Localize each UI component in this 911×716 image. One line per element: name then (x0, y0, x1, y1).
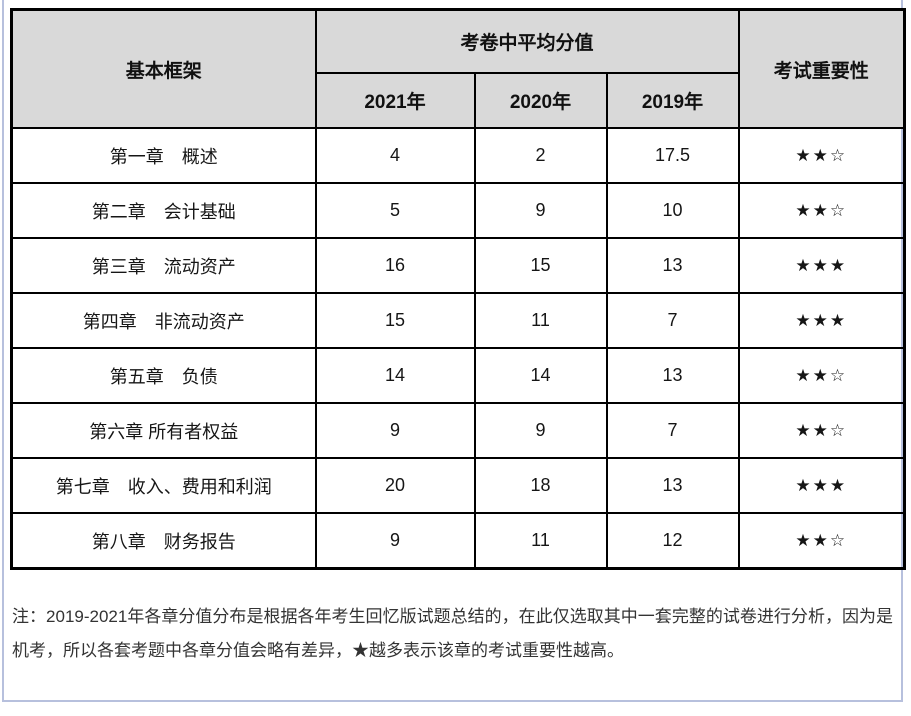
score-2019-cell: 7 (605, 402, 740, 459)
chapter-cell: 第二章 会计基础 (10, 182, 317, 239)
importance-cell: ★★☆ (737, 512, 906, 570)
table-row: 第八章 财务报告 9 11 12 ★★☆ (10, 512, 906, 570)
chapter-cell: 第一章 概述 (10, 127, 317, 184)
score-2019-cell: 7 (605, 292, 740, 349)
chapter-cell: 第七章 收入、费用和利润 (10, 457, 317, 514)
importance-cell: ★★★ (737, 292, 906, 349)
table-row: 第三章 流动资产 16 15 13 ★★★ (10, 237, 906, 294)
importance-cell: ★★★ (737, 237, 906, 294)
score-2020-cell: 15 (473, 237, 608, 294)
header-row-years: 2021年 2020年 2019年 (12, 72, 905, 129)
header-year-2019: 2019年 (605, 72, 740, 129)
score-2020-cell: 2 (473, 127, 608, 184)
importance-cell: ★★☆ (737, 182, 906, 239)
score-2021-cell: 16 (314, 237, 476, 294)
score-2021-cell: 20 (314, 457, 476, 514)
chapter-cell: 第三章 流动资产 (10, 237, 317, 294)
score-2020-cell: 9 (473, 402, 608, 459)
score-2019-cell: 17.5 (605, 127, 740, 184)
chapter-score-table: 基本框架 考卷中平均分值 考试重要性 2021年 2020年 2019年 第一章… (10, 8, 907, 570)
header-year-2020: 2020年 (473, 72, 608, 129)
header-importance: 考试重要性 (737, 8, 906, 129)
header-row-top: 基本框架 考卷中平均分值 考试重要性 (10, 8, 906, 129)
importance-cell: ★★★ (737, 457, 906, 514)
header-avg-score: 考卷中平均分值 (314, 8, 740, 74)
chapter-cell: 第四章 非流动资产 (10, 292, 317, 349)
score-2019-cell: 12 (605, 512, 740, 570)
score-2020-cell: 9 (473, 182, 608, 239)
table-row: 第一章 概述 4 2 17.5 ★★☆ (10, 127, 906, 184)
importance-cell: ★★☆ (737, 347, 906, 404)
score-2020-cell: 18 (473, 457, 608, 514)
score-2021-cell: 9 (314, 402, 476, 459)
score-2021-cell: 14 (314, 347, 476, 404)
chapter-cell: 第八章 财务报告 (10, 512, 317, 570)
table-row: 第六章 所有者权益 9 9 7 ★★☆ (10, 402, 906, 459)
footnote: 注：2019-2021年各章分值分布是根据各年考生回忆版试题总结的，在此仅选取其… (12, 607, 893, 660)
chapter-cell: 第六章 所有者权益 (10, 402, 317, 459)
importance-cell: ★★☆ (737, 402, 906, 459)
table-row: 第二章 会计基础 5 9 10 ★★☆ (10, 182, 906, 239)
table-row: 第五章 负债 14 14 13 ★★☆ (10, 347, 906, 404)
score-2020-cell: 14 (473, 347, 608, 404)
score-2021-cell: 9 (314, 512, 476, 570)
chapter-cell: 第五章 负债 (10, 347, 317, 404)
score-2020-cell: 11 (473, 512, 608, 570)
score-2021-cell: 4 (314, 127, 476, 184)
score-2019-cell: 10 (605, 182, 740, 239)
header-year-2021: 2021年 (314, 72, 476, 129)
score-2019-cell: 13 (605, 347, 740, 404)
score-2021-cell: 5 (314, 182, 476, 239)
importance-cell: ★★☆ (737, 127, 906, 184)
content-frame: 基本框架 考卷中平均分值 考试重要性 2021年 2020年 2019年 第一章… (2, 0, 907, 702)
score-2019-cell: 13 (605, 237, 740, 294)
score-2020-cell: 11 (473, 292, 608, 349)
header-framework: 基本框架 (10, 8, 317, 129)
score-2021-cell: 15 (314, 292, 476, 349)
score-2019-cell: 13 (605, 457, 740, 514)
table-row: 第七章 收入、费用和利润 20 18 13 ★★★ (10, 457, 906, 514)
table-row: 第四章 非流动资产 15 11 7 ★★★ (10, 292, 906, 349)
